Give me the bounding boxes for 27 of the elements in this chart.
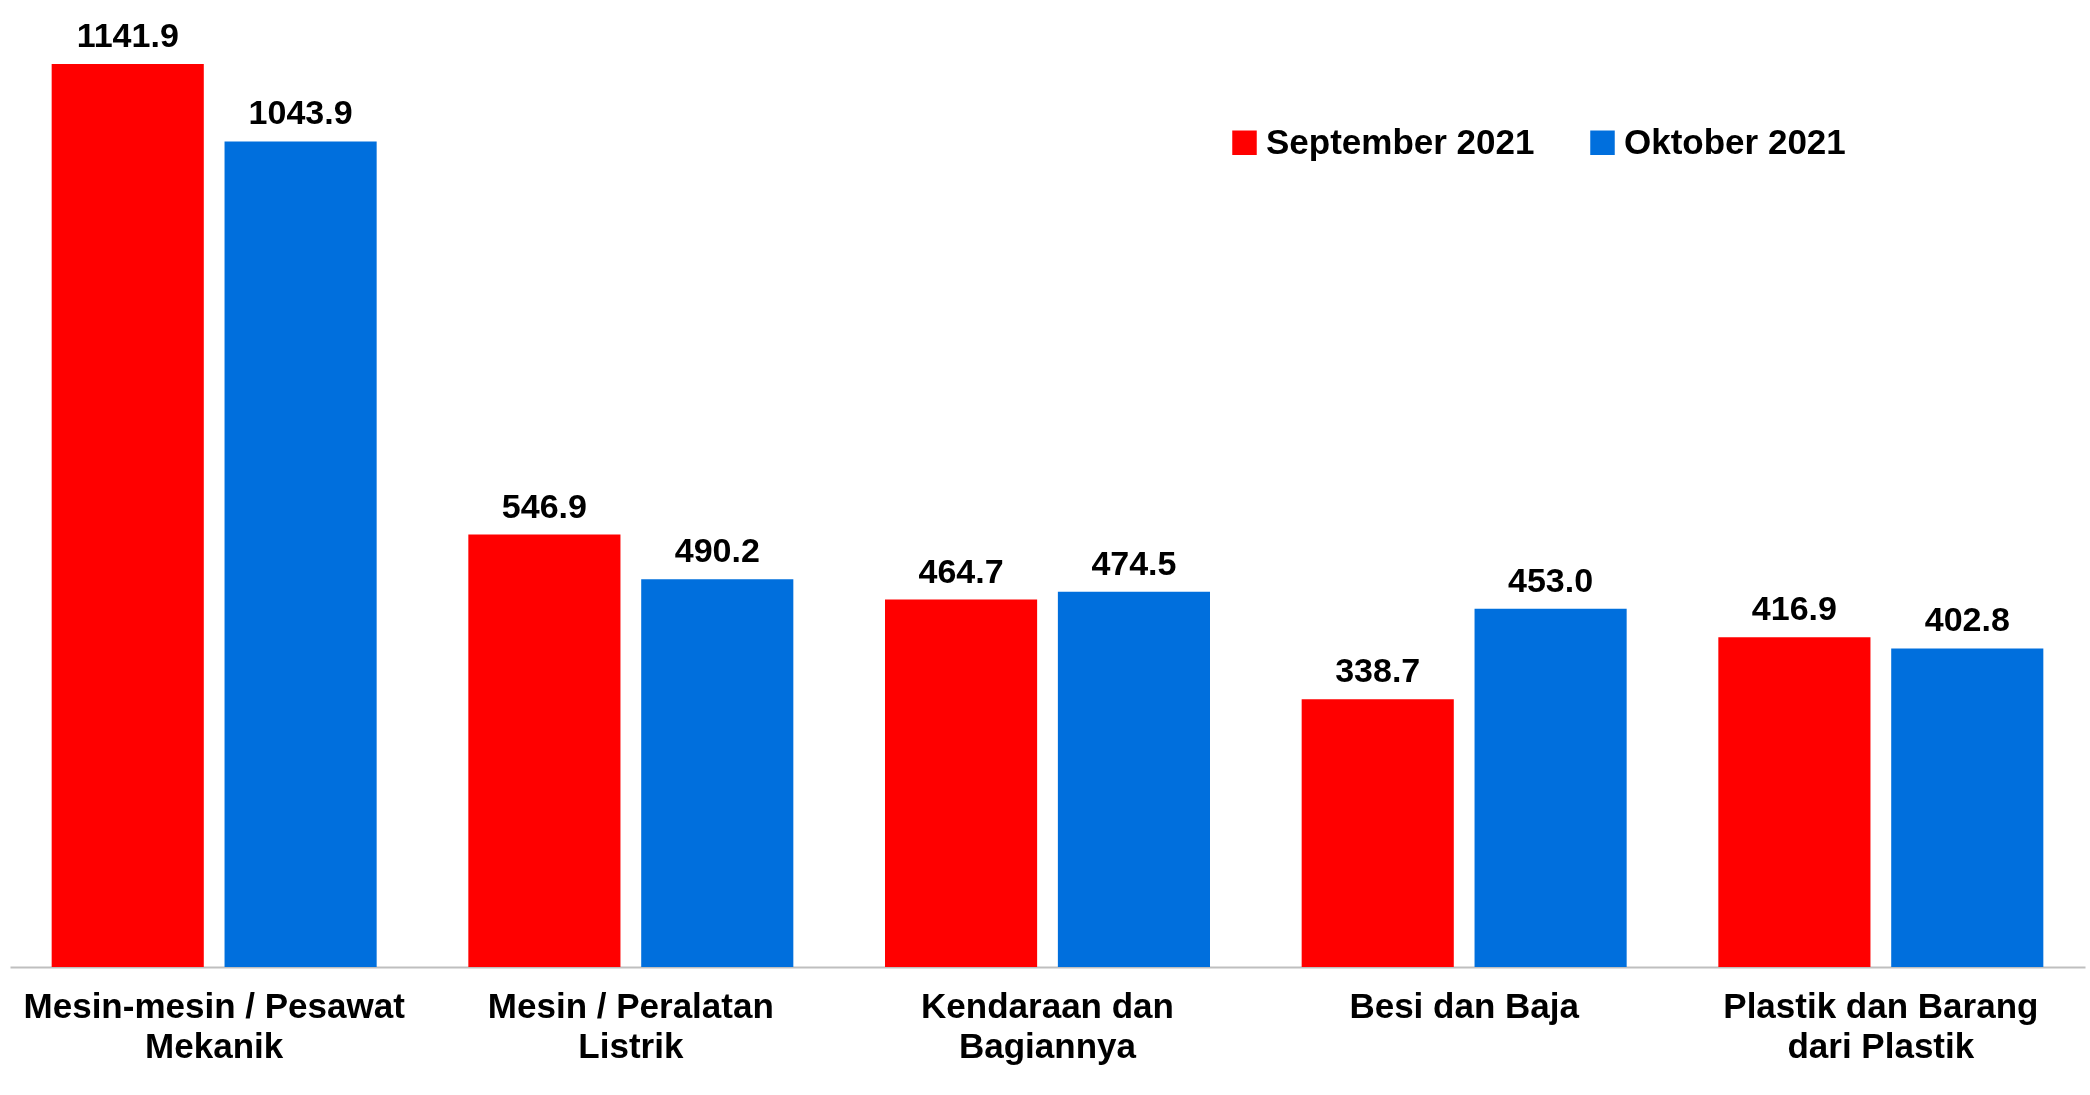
data-label: 490.2 — [674, 531, 760, 570]
data-label: 402.8 — [1924, 600, 2010, 639]
bar — [641, 579, 794, 967]
x-tick-label: Mesin-mesin / Pesawat Mekanik — [23, 985, 406, 1065]
data-label: 474.5 — [1091, 543, 1177, 582]
legend-label: September 2021 — [1266, 121, 1535, 161]
bar — [468, 534, 621, 967]
bar — [1474, 608, 1627, 967]
data-label: 1043.9 — [248, 93, 353, 132]
x-tick-label: Kendaraan dan Bagiannya — [921, 985, 1174, 1065]
data-label: 546.9 — [501, 486, 587, 525]
bar — [1057, 591, 1210, 967]
bar — [885, 599, 1038, 967]
bar — [1718, 637, 1871, 967]
bar — [1301, 699, 1454, 967]
x-tick-label: Plastik dan Barang dari Plastik — [1723, 985, 2039, 1065]
bar — [224, 141, 377, 967]
data-label: 338.7 — [1335, 651, 1421, 690]
x-tick-label: Besi dan Baja — [1349, 985, 1580, 1025]
x-tick-label: Mesin / Peralatan Listrik — [487, 985, 774, 1065]
data-label: 464.7 — [918, 551, 1004, 590]
data-label: 416.9 — [1751, 589, 1837, 628]
bar — [1891, 648, 2044, 967]
legend-label: Oktober 2021 — [1624, 121, 1846, 161]
data-label: 453.0 — [1508, 560, 1594, 599]
bar — [51, 64, 204, 967]
data-label: 1141.9 — [76, 16, 179, 54]
